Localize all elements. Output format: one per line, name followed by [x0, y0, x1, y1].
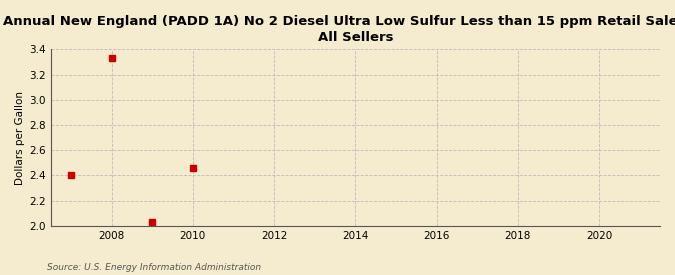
Text: Source: U.S. Energy Information Administration: Source: U.S. Energy Information Administ… [47, 263, 261, 272]
Y-axis label: Dollars per Gallon: Dollars per Gallon [15, 90, 25, 185]
Title: Annual New England (PADD 1A) No 2 Diesel Ultra Low Sulfur Less than 15 ppm Retai: Annual New England (PADD 1A) No 2 Diesel… [3, 15, 675, 44]
